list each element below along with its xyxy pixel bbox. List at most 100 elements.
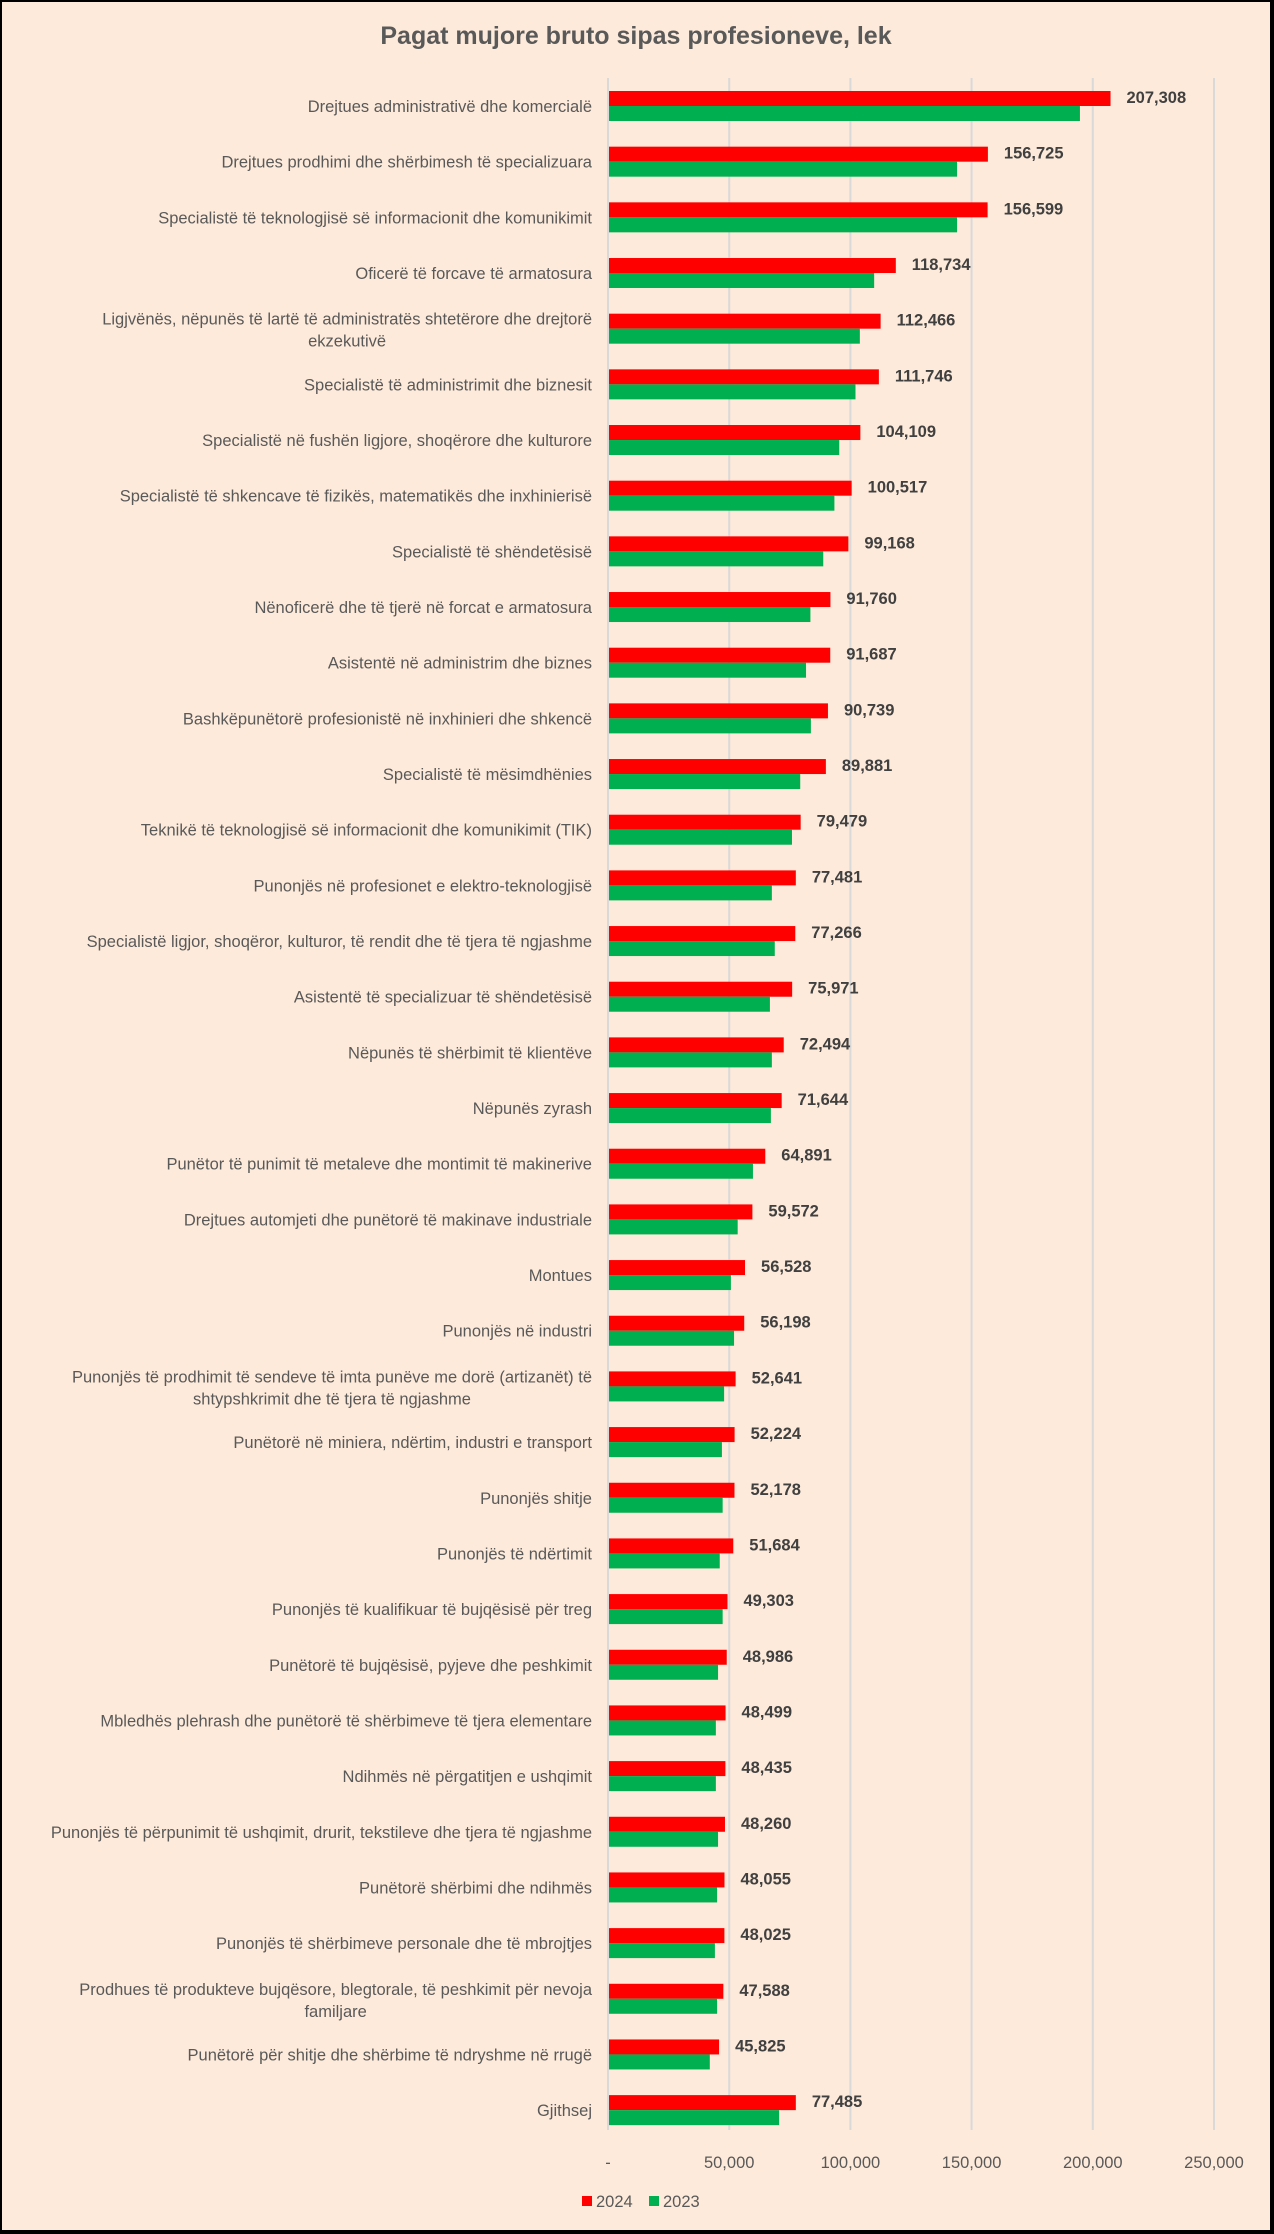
category-label: Punonjës të shërbimeve personale dhe të …: [216, 1935, 592, 1953]
data-labels: 207,308 156,725 156,599 118,734 112,466 111,7…: [735, 89, 1186, 2111]
chart-title: Pagat mujore bruto sipas profesioneve, l…: [380, 22, 891, 50]
category-label: Specialistë të teknologjisë së informaci…: [158, 209, 592, 227]
category-label: Ligjvënës, nëpunës të lartë të administr…: [102, 311, 592, 329]
data-label: 48,986: [743, 1648, 793, 1666]
bar-2024: [609, 1705, 726, 1721]
category-labels: Drejtues administrativë dhe komercialë Dr…: [51, 98, 593, 2120]
bar-2023: [609, 1664, 719, 1680]
x-tick-label: 50,000: [704, 2154, 754, 2172]
bar-2023: [609, 217, 958, 233]
bar-2023: [609, 1553, 720, 1569]
bar-2024: [609, 536, 849, 552]
category-label: Drejtues automjeti dhe punëtorë të makin…: [184, 1211, 592, 1229]
data-label: 45,825: [735, 2037, 785, 2055]
bar-2024: [609, 1761, 726, 1777]
category-label: Bashkëpunëtorë profesionistë në inxhinie…: [183, 710, 592, 728]
data-label: 104,109: [876, 423, 936, 441]
category-label: Specialistë të administrimit dhe biznesi…: [304, 376, 592, 394]
category-label-line: Specialistë ligjor, shoqëror, kulturor, …: [87, 933, 592, 951]
bars: [609, 91, 1111, 2126]
data-label: 77,266: [811, 924, 861, 942]
bar-2023: [609, 106, 1080, 121]
category-label-line: Gjithsej: [537, 2102, 592, 2120]
bar-2024: [609, 425, 861, 441]
category-label: Oficerë të forcave të armatosura: [355, 265, 592, 283]
category-label: Mbledhës plehrash dhe punëtorë të shërbi…: [100, 1712, 592, 1730]
category-label-line: Oficerë të forcave të armatosura: [355, 265, 592, 283]
category-label: Specialistë të shkencave të fizikës, mat…: [120, 488, 592, 506]
bar-2024: [609, 1315, 745, 1331]
bar-2023: [609, 161, 958, 177]
category-label: Specialistë ligjor, shoqëror, kulturor, …: [87, 933, 592, 951]
category-label-line: Ligjvënës, nëpunës të lartë të administr…: [102, 311, 592, 329]
legend-label: 2024: [596, 2193, 633, 2211]
bar-2023: [609, 1831, 719, 1847]
bar-2024: [609, 1816, 725, 1832]
category-label-line: Specialistë të shkencave të fizikës, mat…: [120, 488, 592, 506]
bar-2023: [609, 662, 807, 678]
bar-2023: [609, 1887, 718, 1903]
bar-2023: [609, 1386, 725, 1402]
category-label: Ndihmës në përgatitjen e ushqimit: [343, 1768, 593, 1786]
bar-2023: [609, 2054, 710, 2070]
bar-2023: [609, 1275, 731, 1291]
bar-2024: [609, 369, 879, 385]
data-label: 207,308: [1127, 89, 1187, 107]
category-label-line: Punëtorë për shitje dhe shërbime të ndry…: [188, 2046, 592, 2064]
category-label: Punonjës shitje: [480, 1490, 592, 1508]
legend-swatch-2023: [649, 2196, 659, 2206]
category-label-line: Punëtor të punimit të metaleve dhe monti…: [166, 1156, 592, 1174]
category-label-line: Punonjës në industri: [442, 1323, 592, 1341]
category-label-line: Punëtorë në miniera, ndërtim, industri e…: [233, 1434, 592, 1452]
category-label-line: Mbledhës plehrash dhe punëtorë të shërbi…: [100, 1712, 592, 1730]
data-label: 48,025: [740, 1926, 790, 1944]
bar-2023: [609, 1219, 738, 1235]
category-label: Punëtorë shërbimi dhe ndihmës: [359, 1879, 592, 1897]
category-label: Asistentë në administrim dhe biznes: [328, 655, 592, 673]
category-label: Nëpunës të shërbimit të klientëve: [348, 1044, 592, 1062]
data-label: 56,528: [761, 1258, 811, 1276]
bar-2024: [609, 146, 988, 162]
data-label: 71,644: [798, 1091, 849, 1109]
bar-2024: [609, 814, 801, 830]
bar-2023: [609, 1330, 735, 1346]
x-tick-label: -: [605, 2154, 611, 2172]
bar-2023: [609, 1052, 772, 1068]
x-tick-label: 200,000: [1063, 2154, 1123, 2172]
bar-2023: [609, 1497, 723, 1513]
category-label: Punonjës në industri: [442, 1323, 592, 1341]
bar-2024: [609, 1427, 735, 1443]
category-label-line: Teknikë të teknologjisë së informacionit…: [141, 822, 592, 840]
bar-2023: [609, 2110, 780, 2126]
bar-2023: [609, 384, 856, 400]
bar-2024: [609, 91, 1111, 106]
bar-2024: [609, 981, 793, 997]
category-label-line: Specialistë të administrimit dhe biznesi…: [304, 376, 592, 394]
data-label: 72,494: [800, 1035, 851, 1053]
category-label: Punonjës të ndërtimit: [437, 1545, 592, 1563]
bar-2024: [609, 2039, 720, 2055]
bar-2023: [609, 718, 811, 734]
data-label: 52,641: [752, 1369, 802, 1387]
bar-2024: [609, 1204, 753, 1220]
x-tick-label: 250,000: [1184, 2154, 1244, 2172]
data-label: 91,760: [846, 590, 896, 608]
data-label: 47,588: [739, 1982, 789, 2000]
data-label: 156,599: [1004, 200, 1064, 218]
bar-2023: [609, 1609, 723, 1625]
bar-2024: [609, 1928, 725, 1944]
bar-2023: [609, 1442, 722, 1458]
data-label: 49,303: [744, 1592, 794, 1610]
bar-2024: [609, 1371, 736, 1387]
bar-2023: [609, 273, 875, 289]
bar-2024: [609, 1148, 766, 1164]
data-label: 156,725: [1004, 145, 1064, 163]
category-label-line: Bashkëpunëtorë profesionistë në inxhinie…: [183, 710, 592, 728]
category-label: Specialistë të shëndetësisë: [392, 543, 592, 561]
category-label: Nënoficerë dhe të tjerë në forcat e arma…: [254, 599, 592, 617]
category-label-line: Nëpunës të shërbimit të klientëve: [348, 1044, 592, 1062]
category-label-line: Punonjës të ndërtimit: [437, 1545, 592, 1563]
category-label-line: familjare: [304, 2003, 366, 2021]
